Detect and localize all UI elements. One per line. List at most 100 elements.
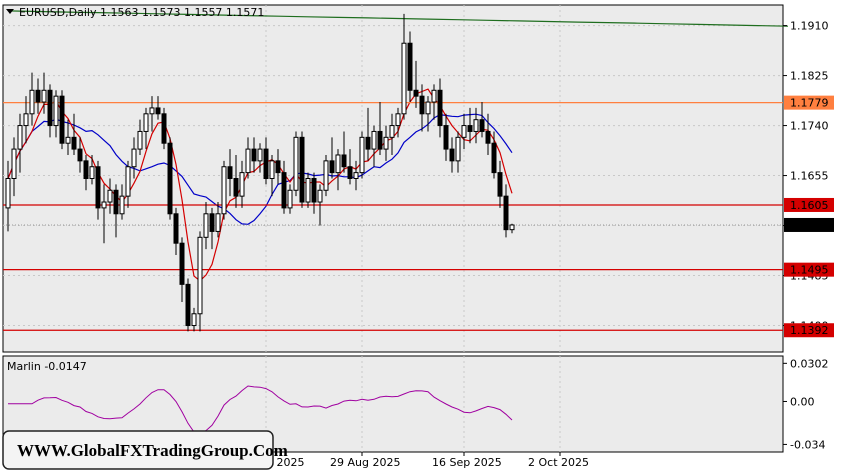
level-tag <box>784 95 834 110</box>
level-tag <box>784 197 834 212</box>
candle-body <box>503 195 509 231</box>
level-tag <box>784 262 834 277</box>
candle-body <box>125 166 131 197</box>
candle-body <box>227 166 233 180</box>
marlin-oscillator <box>8 385 513 434</box>
candle-body <box>437 89 443 127</box>
candle-body <box>359 136 365 174</box>
candle-body <box>119 195 125 215</box>
candle-body <box>221 166 227 215</box>
candle-body <box>305 178 311 203</box>
time-axis-label: 2 Oct 2025 <box>528 456 589 469</box>
candle-body <box>89 166 95 180</box>
candle-body <box>161 113 167 144</box>
watermark-text: WWW.GlobalFXTradingGroup.Com <box>17 441 288 460</box>
candle-body <box>191 313 197 327</box>
indicator-tick-label: -0.034 <box>790 438 825 451</box>
candle-body <box>497 172 503 197</box>
candle-body <box>323 160 329 191</box>
candle-body <box>431 89 437 103</box>
candle-body <box>233 178 239 197</box>
candle-body <box>209 213 215 232</box>
candle-body <box>269 160 275 179</box>
marlin-line <box>8 385 513 434</box>
current-price-label: 1.1571 <box>790 219 829 232</box>
candle-body <box>407 42 413 91</box>
candle-body <box>113 189 119 215</box>
candle-body <box>41 89 47 103</box>
candle-body <box>461 125 467 138</box>
candle-body <box>239 172 245 197</box>
candle-body <box>281 172 287 209</box>
candle-body <box>479 119 485 132</box>
candle-body <box>29 89 35 115</box>
candle-body <box>59 95 65 144</box>
candle-body <box>311 178 317 203</box>
candle-body <box>401 42 407 115</box>
candle-body <box>155 107 161 115</box>
candle-body <box>23 113 29 127</box>
watermark: WWW.GlobalFXTradingGroup.Com <box>2 430 288 470</box>
candle-body <box>383 136 389 150</box>
candle-body <box>395 113 401 127</box>
candle-body <box>425 101 431 115</box>
candle-body <box>137 130 143 150</box>
time-axis-label: 16 Sep 2025 <box>432 456 502 469</box>
candle-body <box>53 95 59 127</box>
candle-body <box>5 178 11 209</box>
candle-body <box>179 242 185 285</box>
candle-body <box>473 119 479 132</box>
candle-body <box>245 148 251 174</box>
candle-body <box>443 125 449 150</box>
candle-body <box>83 160 89 179</box>
level-tag-label: 1.1392 <box>790 324 829 337</box>
price-tags: 1.1779 1.1605 1.1495 1.1392 1.1571 <box>784 95 834 338</box>
indicator-tick-label: 0.00 <box>790 395 815 408</box>
candle-body <box>17 125 23 150</box>
candle-body <box>329 160 335 174</box>
candle-body <box>11 148 17 179</box>
level-tag <box>784 323 834 338</box>
candle-body <box>275 160 281 174</box>
candle-body <box>47 89 53 127</box>
candle-body <box>95 166 101 209</box>
candle-body <box>341 154 347 168</box>
candle-body <box>65 136 71 144</box>
candle-body <box>263 148 269 179</box>
candle-body <box>389 125 395 138</box>
candles <box>5 13 515 332</box>
symbol-header: EURUSD,Daily 1.1563 1.1573 1.1557 1.1571 <box>19 6 264 19</box>
candle-body <box>101 201 107 209</box>
candle-body <box>347 166 353 180</box>
ma-green-line <box>7 10 789 27</box>
indicator-header: Marlin -0.0147 <box>7 360 87 373</box>
candle-body <box>371 130 377 150</box>
current-price-tag <box>784 217 834 232</box>
candle-body <box>35 89 41 103</box>
candle-body <box>509 224 515 231</box>
candle-body <box>251 148 257 162</box>
candle-body <box>365 136 371 150</box>
indicator-tick-label: 0.0302 <box>790 357 829 370</box>
candle-body <box>287 189 293 209</box>
candle-body <box>107 189 113 203</box>
horizontal-levels <box>3 102 783 331</box>
candle-body <box>377 130 383 150</box>
candle-body <box>167 142 173 215</box>
candle-body <box>203 213 209 238</box>
candle-body <box>149 107 155 115</box>
candle-body <box>335 154 341 174</box>
candle-body <box>455 136 461 162</box>
candle-body <box>71 136 77 150</box>
candle-body <box>449 148 455 162</box>
candle-body <box>413 89 419 97</box>
collapse-triangle-icon[interactable] <box>6 9 14 14</box>
candle-body <box>131 148 137 168</box>
candle-body <box>143 113 149 132</box>
candle-body <box>77 148 83 162</box>
candle-body <box>299 136 305 203</box>
level-tag-label: 1.1605 <box>790 199 829 212</box>
candle-body <box>485 130 491 144</box>
candle-body <box>197 236 203 315</box>
